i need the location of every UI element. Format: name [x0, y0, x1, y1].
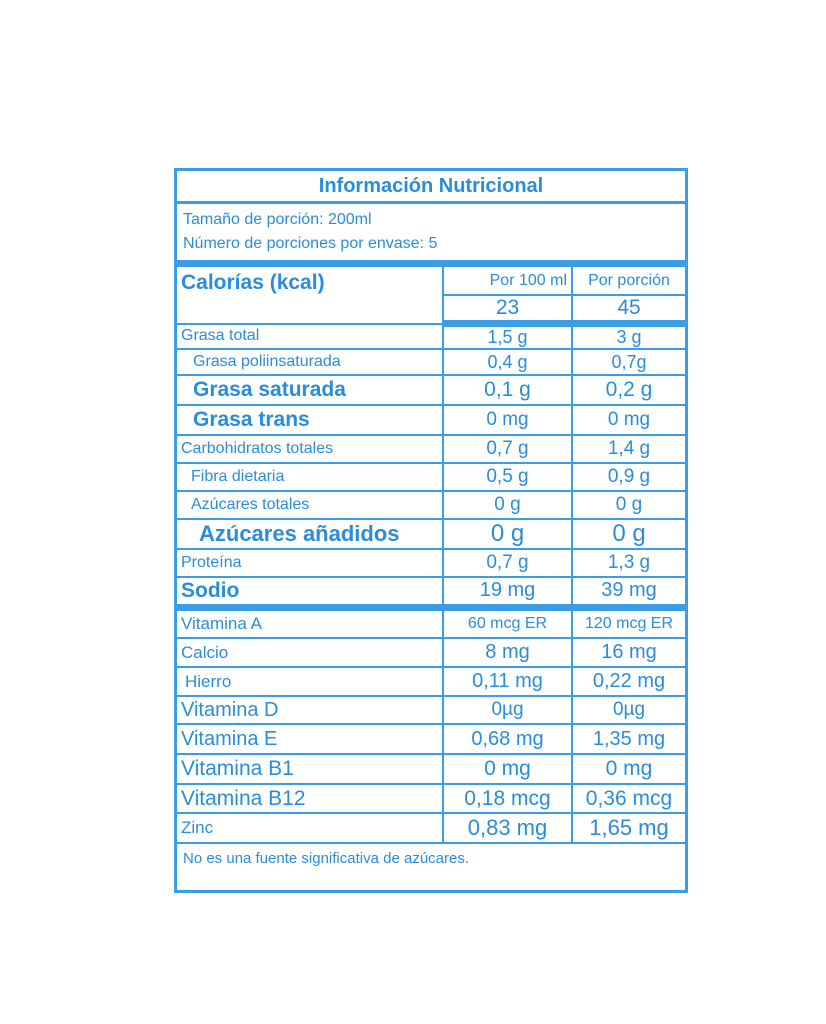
nutrient-name: Fibra dietaria [177, 462, 444, 492]
value-per-100ml: 19 mg [442, 576, 573, 611]
value-per-serving: 0,7g [571, 348, 685, 376]
value-per-100ml: 0 mg [442, 404, 573, 436]
nutrient-row: Carbohidratos totales 0,7 g 1,4 g [177, 434, 685, 464]
value-per-serving: 0 g [571, 518, 685, 550]
nutrient-name: Sodio [177, 576, 444, 611]
value-per-100ml: 0 mg [442, 753, 573, 785]
value-per-serving: 16 mg [571, 637, 685, 668]
value-per-100ml: 0,83 mg [442, 812, 573, 844]
vitamin-row: Calcio 8 mg 16 mg [177, 637, 685, 668]
vitamin-row: Vitamina D 0µg 0µg [177, 695, 685, 725]
value-per-100ml: 0,1 g [442, 374, 573, 406]
nutrient-row: Grasa trans 0 mg 0 mg [177, 404, 685, 436]
col-header-per-100ml: Por 100 ml [442, 267, 573, 296]
nutrition-facts-label: Información Nutricional Tamaño de porció… [174, 168, 688, 893]
value-per-100ml: 0,7 g [442, 548, 573, 578]
nutrient-name: Carbohidratos totales [177, 434, 444, 464]
value-per-serving: 0,22 mg [571, 666, 685, 697]
vitamin-row: Hierro 0,11 mg 0,22 mg [177, 666, 685, 697]
nutrient-name: Vitamina B1 [177, 753, 444, 785]
value-per-serving: 3 g [571, 322, 685, 350]
value-per-100ml: 60 mcg ER [442, 606, 573, 639]
vitamin-row: Vitamina E 0,68 mg 1,35 mg [177, 723, 685, 755]
nutrient-row: Fibra dietaria 0,5 g 0,9 g [177, 462, 685, 492]
value-per-serving: 1,3 g [571, 548, 685, 578]
vitamin-row: Vitamina B12 0,18 mcg 0,36 mcg [177, 783, 685, 814]
value-per-serving: 1,65 mg [571, 812, 685, 844]
value-per-100ml: 0,11 mg [442, 666, 573, 697]
value-per-serving: 1,4 g [571, 434, 685, 464]
value-per-serving: 0,9 g [571, 462, 685, 492]
value-per-serving: 0µg [571, 695, 685, 725]
value-per-serving: 39 mg [571, 576, 685, 611]
serving-size: Tamaño de porción: 200ml [183, 211, 372, 228]
nutrition-table: Calorías (kcal) Por 100 ml Por porción 2… [177, 267, 685, 844]
value-per-100ml: 0,5 g [442, 462, 573, 492]
col-header-per-serving: Por porción [571, 267, 685, 296]
nutrient-name: Grasa poliinsaturada [177, 348, 444, 376]
nutrient-name: Azúcares añadidos [177, 518, 444, 550]
nutrient-name: Grasa trans [177, 404, 444, 436]
nutrient-name: Vitamina B12 [177, 783, 444, 814]
nutrient-row: Sodio 19 mg 39 mg [177, 576, 685, 611]
nutrient-row: Grasa saturada 0,1 g 0,2 g [177, 374, 685, 406]
value-per-100ml: 0,4 g [442, 348, 573, 376]
calories-per-100ml: 23 [443, 294, 573, 327]
calories-per-serving: 45 [571, 294, 685, 327]
nutrient-name: Vitamina E [177, 723, 444, 755]
value-per-100ml: 0,18 mcg [442, 783, 573, 814]
value-per-100ml: 8 mg [442, 637, 573, 668]
value-per-serving: 0 mg [571, 753, 685, 785]
footer-note: No es una fuente significativa de azúcar… [183, 850, 470, 867]
serving-info: Tamaño de porción: 200ml Número de porci… [177, 204, 685, 267]
value-per-100ml: 0,68 mg [442, 723, 573, 755]
value-per-serving: 0,2 g [571, 374, 685, 406]
value-per-serving: 120 mcg ER [571, 606, 685, 639]
value-per-100ml: 0 g [442, 490, 573, 520]
nutrient-row: Grasa poliinsaturada 0,4 g 0,7g [177, 348, 685, 376]
value-per-serving: 1,35 mg [571, 723, 685, 755]
nutrient-name: Azúcares totales [177, 490, 444, 520]
nutrient-name: Proteína [177, 548, 444, 578]
value-per-serving: 0,36 mcg [571, 783, 685, 814]
nutrient-name: Hierro [177, 666, 444, 697]
value-per-100ml: 0µg [442, 695, 573, 725]
nutrient-name: Vitamina A [177, 606, 444, 639]
nutrient-row: Proteína 0,7 g 1,3 g [177, 548, 685, 578]
nutrient-name: Grasa saturada [177, 374, 444, 406]
value-per-serving: 0 mg [571, 404, 685, 436]
value-per-100ml: 1,5 g [442, 322, 573, 350]
calories-label: Calorías (kcal) [177, 267, 444, 325]
calories-header-row: Calorías (kcal) Por 100 ml Por porción [177, 267, 685, 325]
value-per-100ml: 0,7 g [442, 434, 573, 464]
nutrient-name: Vitamina D [177, 695, 444, 725]
value-per-serving: 0 g [571, 490, 685, 520]
calories-value-row: 23 45 [177, 294, 685, 327]
nutrient-name: Grasa total [177, 322, 444, 350]
nutrient-name: Zinc [177, 812, 444, 844]
value-per-100ml: 0 g [442, 518, 573, 550]
vitamin-row: Vitamina A 60 mcg ER 120 mcg ER [177, 606, 685, 639]
vitamin-row: Zinc 0,83 mg 1,65 mg [177, 812, 685, 844]
nutrient-name: Calcio [177, 637, 444, 668]
label-title: Información Nutricional [177, 171, 685, 204]
servings-per-container: Número de porciones por envase: 5 [183, 235, 438, 252]
vitamin-row: Vitamina B1 0 mg 0 mg [177, 753, 685, 785]
